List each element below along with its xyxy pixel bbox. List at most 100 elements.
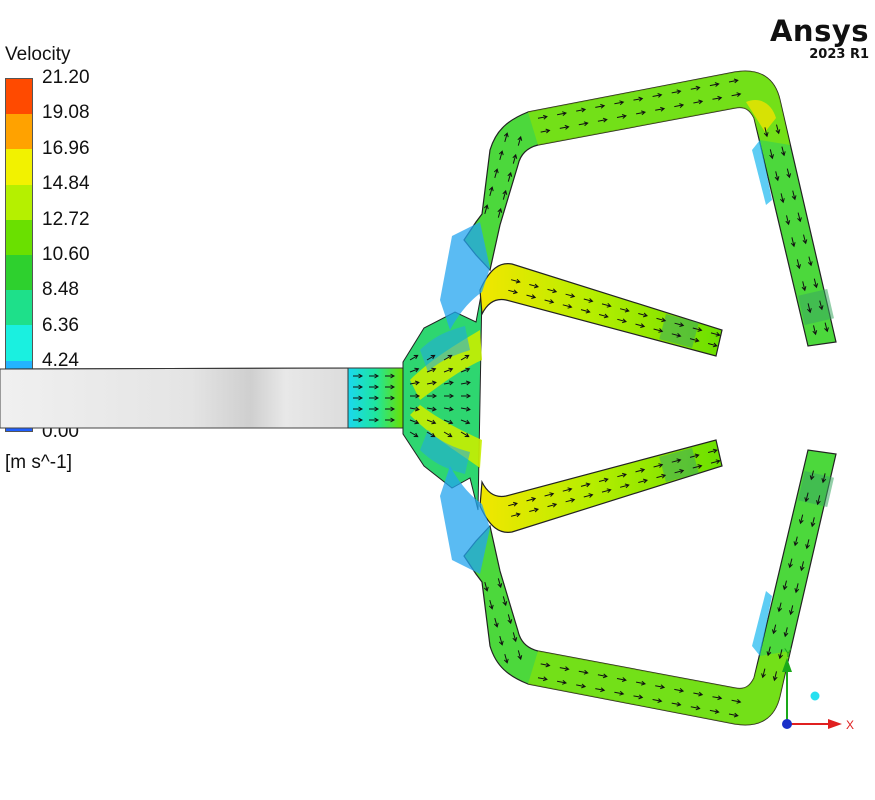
- velocity-arrow-icon: [812, 325, 818, 336]
- velocity-arrow-icon: [797, 212, 802, 223]
- velocity-arrow-icon: [526, 497, 537, 502]
- velocity-arrow-icon: [580, 482, 591, 488]
- velocity-arrow-icon: [583, 493, 594, 498]
- velocity-arrow-icon: [786, 168, 792, 179]
- velocity-arrow-icon: [601, 302, 612, 308]
- velocity-arrow-icon: [493, 617, 499, 628]
- velocity-arrow-icon: [409, 431, 419, 438]
- velocity-arrow-icon: [508, 289, 518, 295]
- velocity-arrow-icon: [502, 189, 508, 200]
- velocity-arrow-icon: [517, 650, 523, 661]
- velocity-arrow-icon: [655, 106, 666, 112]
- velocity-arrow-icon: [616, 677, 627, 682]
- legend-band: [6, 149, 32, 185]
- velocity-arrow-icon: [807, 303, 812, 314]
- velocity-arrow-icon: [761, 668, 766, 679]
- velocity-arrow-icon: [508, 501, 518, 507]
- velocity-arrow-icon: [576, 683, 587, 689]
- velocity-arrow-icon: [537, 676, 548, 682]
- velocity-arrow-icon: [804, 492, 810, 503]
- velocity-arrow-icon: [353, 417, 364, 423]
- velocity-arrow-icon: [689, 453, 700, 459]
- legend-tick-label: 19.08: [42, 102, 90, 124]
- velocity-arrow-icon: [790, 237, 796, 248]
- legend-tick-label: 16.96: [42, 137, 90, 159]
- velocity-arrow-icon: [780, 146, 786, 157]
- velocity-arrow-icon: [460, 354, 470, 361]
- velocity-arrow-icon: [578, 121, 589, 127]
- velocity-arrow-icon: [409, 367, 420, 373]
- velocity-arrow-icon: [583, 298, 594, 303]
- velocity-arrow-icon: [728, 712, 739, 718]
- velocity-arrow-icon: [443, 431, 453, 438]
- velocity-arrow-icon: [547, 288, 558, 294]
- brand-name: Ansys: [769, 14, 869, 48]
- velocity-arrow-icon: [793, 536, 799, 547]
- velocity-arrow-icon: [544, 299, 555, 304]
- velocity-arrow-icon: [712, 695, 723, 701]
- velocity-arrow-icon: [409, 354, 419, 361]
- legend-band: [6, 184, 32, 220]
- velocity-arrow-icon: [692, 327, 703, 332]
- velocity-arrow-icon: [824, 322, 829, 333]
- manifold-hub: [402, 289, 483, 511]
- velocity-arrow-icon: [671, 458, 682, 464]
- velocity-arrow-icon: [707, 448, 718, 454]
- velocity-arrow-icon: [353, 406, 364, 412]
- velocity-arrow-icon: [409, 419, 420, 425]
- legend-band: [6, 255, 32, 291]
- velocity-arrow-icon: [780, 193, 785, 204]
- brand-version: 2023 R1: [809, 47, 869, 62]
- legend-band: [6, 219, 32, 256]
- velocity-arrow-icon: [653, 463, 664, 468]
- velocity-arrow-icon: [512, 153, 518, 164]
- legend-tick-label: 21.20: [42, 67, 90, 88]
- velocity-arrow-icon: [617, 318, 627, 324]
- upper-branch-channel: [479, 263, 723, 357]
- velocity-arrow-icon: [443, 354, 453, 361]
- velocity-arrow-icon: [409, 380, 420, 386]
- velocity-arrow-icon: [510, 278, 521, 284]
- velocity-arrow-icon: [690, 85, 701, 91]
- velocity-arrow-icon: [794, 583, 800, 594]
- velocity-arrow-icon: [763, 127, 769, 138]
- velocity-arrow-icon: [427, 393, 438, 399]
- velocity-arrow-icon: [460, 406, 471, 412]
- velocity-arrow-icon: [559, 124, 570, 130]
- x-axis-label: X: [846, 718, 854, 732]
- velocity-arrow-icon: [443, 380, 454, 386]
- velocity-arrow-icon: [502, 596, 508, 607]
- inlet-pipe: [0, 367, 349, 429]
- velocity-arrow-icon: [655, 684, 666, 690]
- velocity-arrow-icon: [385, 384, 396, 390]
- velocity-arrow-icon: [791, 190, 797, 201]
- velocity-arrow-icon: [656, 473, 667, 479]
- velocity-arrow-icon: [674, 103, 685, 108]
- legend-title: Velocity: [5, 44, 71, 65]
- velocity-arrow-icon: [562, 303, 573, 309]
- velocity-arrow-icon: [353, 373, 364, 379]
- velocity-arrow-icon: [601, 488, 612, 494]
- velocity-arrow-icon: [731, 699, 742, 704]
- velocity-arrow-icon: [443, 406, 454, 412]
- velocity-arrow-icon: [369, 373, 380, 379]
- velocity-arrow-icon: [689, 337, 700, 343]
- velocity-arrow-icon: [460, 419, 471, 425]
- upper-outer-channel: [463, 70, 837, 347]
- velocity-arrow-icon: [801, 281, 807, 292]
- velocity-arrow-icon: [731, 92, 742, 97]
- legend-band: [6, 79, 32, 115]
- legend-band: [6, 325, 32, 361]
- velocity-arrow-icon: [633, 96, 644, 102]
- velocity-arrow-icon: [802, 234, 808, 245]
- velocity-arrow-icon: [369, 395, 380, 401]
- velocity-arrow-icon: [498, 150, 504, 161]
- velocity-arrow-icon: [526, 294, 537, 299]
- velocity-arrow-icon: [488, 599, 494, 610]
- velocity-arrow-icon: [707, 342, 718, 348]
- velocity-arrow-icon: [616, 114, 627, 119]
- velocity-arrow-icon: [798, 514, 804, 525]
- velocity-arrow-icon: [788, 558, 793, 569]
- velocity-arrow-icon: [783, 627, 789, 638]
- velocity-arrow-icon: [614, 690, 625, 696]
